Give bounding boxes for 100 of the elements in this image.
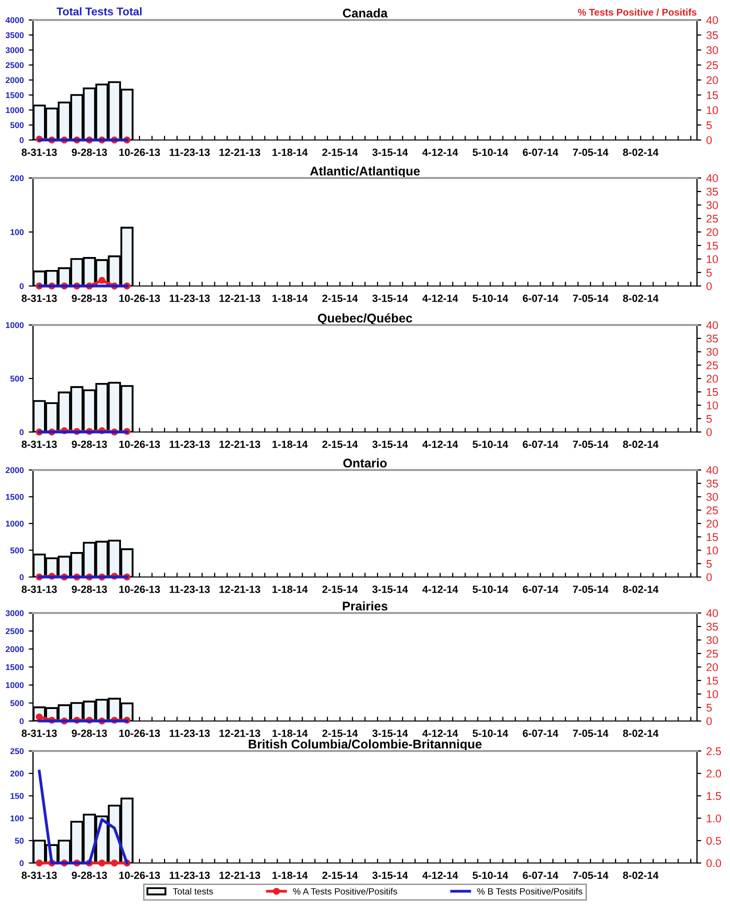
- y-axis-title: Total Tests Total: [56, 7, 142, 16]
- y-tick-label: 50: [14, 838, 24, 844]
- y-tick-label: 4000: [6, 17, 24, 24]
- y2-tick-label: 20: [706, 374, 718, 383]
- x-tick-label: 3-15-14: [372, 148, 408, 156]
- y2-tick-label: 15: [706, 388, 718, 396]
- x-tick-label: 6-07-14: [522, 730, 558, 737]
- y2-tick-label: 30: [706, 493, 718, 501]
- x-tick-label: 11-23-13: [170, 586, 210, 593]
- y2-tick-label: 2.0: [706, 770, 722, 778]
- x-tick-label: 9-28-13: [72, 294, 107, 302]
- y-tick-label: 0: [20, 718, 24, 724]
- chart-title: British Columbia/Colombie-Britannique: [248, 739, 482, 751]
- x-tick-label: 12-21-13: [220, 440, 260, 448]
- x-tick-label: 8-02-14: [623, 586, 659, 593]
- x-tick-label: 6-07-14: [522, 586, 558, 593]
- y2-tick-label: 15: [706, 242, 718, 250]
- x-tick-label: 5-10-14: [472, 586, 508, 593]
- x-tick-label: 5-10-14: [472, 440, 508, 448]
- chart-title: Ontario: [343, 458, 387, 468]
- x-tick-label: 8-31-13: [22, 730, 57, 737]
- y2-tick-label: 35: [706, 622, 718, 631]
- y-tick-label: 250: [10, 748, 24, 754]
- x-tick-label: 10-26-13: [119, 294, 160, 302]
- y-tick-label: 500: [10, 547, 24, 554]
- x-tick-label: 3-15-14: [372, 730, 408, 737]
- x-tick-label: 2-15-14: [322, 730, 358, 737]
- y2-tick-label: 15: [706, 91, 718, 100]
- x-tick-label: 4-12-14: [422, 872, 458, 879]
- chart-title: Prairies: [342, 601, 388, 611]
- x-tick-label: 1-18-14: [272, 586, 308, 593]
- y2-tick-label: 10: [706, 255, 718, 264]
- y-tick-label: 2000: [6, 646, 24, 652]
- y-tick-label: 2500: [6, 62, 24, 68]
- x-tick-label: 8-02-14: [623, 294, 659, 302]
- y-tick-label: 1000: [6, 520, 24, 527]
- y-tick-label: 2000: [6, 77, 24, 84]
- y2-tick-label: 20: [706, 228, 718, 236]
- y2-tick-label: 5: [706, 560, 712, 568]
- y2-tick-label: 0: [706, 282, 712, 290]
- y2-tick-label: 0: [706, 573, 712, 582]
- y2-tick-label: 0.0: [706, 859, 722, 868]
- x-tick-label: 1-18-14: [272, 872, 308, 879]
- x-tick-label: 8-02-14: [623, 872, 659, 879]
- x-tick-label: 2-15-14: [322, 440, 358, 448]
- x-tick-label: 7-05-14: [573, 872, 608, 879]
- y2-tick-label: 25: [706, 650, 718, 658]
- y2-tick-label: 35: [706, 188, 718, 196]
- y2-tick-label: 1.5: [706, 792, 722, 800]
- y2-tick-label: 1.0: [706, 814, 722, 822]
- x-tick-label: 11-23-13: [170, 148, 210, 156]
- y-tick-label: 0: [20, 574, 24, 580]
- x-tick-label: 12-21-13: [220, 148, 260, 156]
- x-tick-label: 4-12-14: [422, 294, 458, 302]
- y2-axis-title: % Tests Positive / Positifs: [578, 8, 696, 16]
- legend-label: % A Tests Positive/Positifs: [293, 888, 398, 895]
- y2-tick-label: 35: [706, 480, 718, 488]
- y2-tick-label: 30: [706, 46, 718, 54]
- y-tick-label: 1000: [6, 682, 24, 688]
- y2-tick-label: 30: [706, 348, 718, 356]
- x-tick-label: 7-05-14: [573, 440, 608, 448]
- y2-tick-label: 40: [706, 609, 718, 618]
- y2-tick-label: 40: [706, 466, 718, 474]
- x-tick-label: 9-28-13: [72, 586, 107, 593]
- y-tick-label: 1000: [6, 322, 24, 328]
- chart-title: Quebec/Québec: [318, 313, 412, 325]
- x-tick-label: 7-05-14: [573, 294, 608, 302]
- y2-tick-label: 0: [706, 136, 712, 144]
- x-tick-label: 11-23-13: [170, 872, 210, 879]
- x-tick-label: 8-31-13: [22, 148, 57, 156]
- y-tick-label: 3000: [6, 610, 24, 616]
- x-tick-label: 10-26-13: [119, 730, 160, 737]
- y-tick-label: 1500: [6, 494, 24, 500]
- y2-tick-label: 10: [706, 690, 718, 698]
- x-tick-label: 7-05-14: [573, 730, 608, 737]
- y-tick-label: 100: [10, 815, 24, 822]
- y-tick-label: 150: [10, 793, 24, 799]
- x-tick-label: 10-26-13: [119, 586, 160, 593]
- y-tick-label: 3000: [6, 47, 24, 54]
- x-tick-label: 7-05-14: [573, 148, 608, 156]
- x-tick-label: 9-28-13: [72, 148, 107, 156]
- y2-tick-label: 40: [706, 174, 718, 182]
- x-tick-label: 4-12-14: [422, 440, 458, 448]
- x-tick-label: 9-28-13: [72, 872, 107, 879]
- x-tick-label: 8-31-13: [22, 294, 57, 302]
- x-tick-label: 12-21-13: [220, 872, 260, 879]
- y-tick-label: 100: [10, 229, 24, 236]
- y2-tick-label: 20: [706, 520, 718, 528]
- chart-title: Atlantic/Atlantique: [310, 166, 420, 178]
- x-tick-label: 4-12-14: [422, 586, 458, 593]
- legend-label: Total tests: [172, 888, 213, 895]
- x-tick-label: 1-18-14: [272, 148, 308, 156]
- x-tick-label: 3-15-14: [372, 872, 408, 879]
- x-tick-label: 12-21-13: [220, 294, 260, 302]
- y-tick-label: 1500: [6, 664, 24, 670]
- x-tick-label: 8-31-13: [22, 440, 57, 448]
- x-tick-label: 1-18-14: [272, 440, 308, 448]
- y-tick-label: 500: [10, 122, 24, 128]
- y2-tick-label: 5: [706, 121, 712, 130]
- x-tick-label: 3-15-14: [372, 440, 408, 448]
